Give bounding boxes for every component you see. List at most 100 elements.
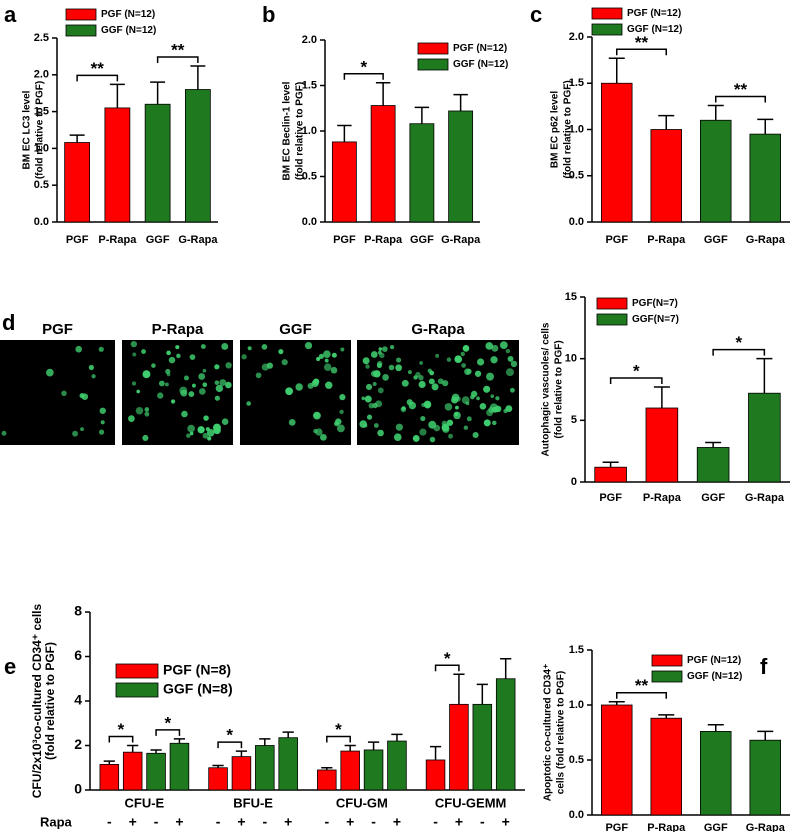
cell-dot — [365, 364, 370, 369]
cell-dot — [157, 392, 164, 399]
cell-dot — [461, 363, 467, 368]
cell-dot — [494, 405, 502, 413]
cell-dot — [141, 349, 146, 354]
rapa-state: - — [480, 814, 485, 830]
x-tick-label: P-Rapa — [647, 234, 686, 246]
cell-dot — [325, 381, 333, 389]
cell-dot — [377, 387, 384, 394]
significance-bracket — [108, 735, 134, 743]
legend-swatch — [417, 42, 449, 55]
significance-label: ** — [171, 40, 185, 59]
bar — [650, 129, 682, 223]
cell-dot — [175, 345, 180, 350]
image-label: P-Rapa — [152, 321, 204, 338]
y-axis-label: BM EC LC3 level — [22, 90, 33, 169]
bar — [700, 731, 732, 816]
x-tick-label: PGF — [66, 234, 89, 246]
y-tick-label: 2.0 — [302, 34, 317, 46]
cell-dot — [207, 436, 212, 441]
cell-dot — [495, 396, 500, 401]
significance-bracket — [76, 74, 119, 82]
cell-dot — [505, 405, 513, 413]
legend-swatch — [115, 682, 159, 698]
cell-dot — [88, 364, 95, 371]
rapa-state: - — [262, 814, 267, 830]
legend-swatch — [65, 24, 97, 37]
cell-dot — [454, 411, 459, 417]
x-tick-label: G-Rapa — [745, 492, 785, 504]
error-bar — [453, 93, 468, 111]
cell-dot — [376, 362, 383, 369]
cell-dot — [476, 396, 480, 401]
cell-dot — [428, 420, 437, 429]
cell-dot — [81, 393, 89, 400]
bar — [169, 742, 190, 791]
error-bar — [190, 65, 206, 90]
error-bar — [658, 114, 675, 130]
cell-dot — [278, 349, 284, 355]
cell-dot — [214, 380, 220, 385]
error-bar — [259, 738, 271, 746]
cell-dot — [206, 428, 215, 437]
error-bar — [391, 733, 403, 742]
image-label: G-Rapa — [411, 321, 465, 338]
cell-dot — [435, 353, 440, 358]
cell-dot — [485, 342, 494, 350]
cell-dot — [461, 396, 470, 405]
cell-dot — [225, 362, 232, 369]
significance-label: * — [735, 333, 742, 352]
cell-dot — [359, 420, 368, 428]
cell-dot — [144, 407, 150, 412]
cell-dot — [490, 356, 498, 364]
bar — [340, 750, 360, 791]
cell-dot — [499, 341, 508, 349]
cell-dot — [460, 351, 465, 357]
y-axis-label: CFU/2x10³co-cultured CD34⁺ cells — [30, 603, 44, 798]
y-tick-label: 0.5 — [569, 170, 584, 182]
rapa-state: - — [216, 814, 221, 830]
significance-bracket — [155, 729, 181, 736]
significance-label: * — [164, 713, 171, 732]
bar — [449, 703, 469, 791]
bar — [409, 123, 435, 223]
legend-swatch — [596, 313, 628, 326]
error-bar — [321, 767, 333, 770]
cell-dot — [474, 370, 482, 377]
significance-label: * — [633, 362, 640, 381]
cell-dot — [132, 352, 137, 357]
cell-dot — [170, 399, 176, 404]
cell-dot — [188, 391, 195, 397]
cell-dot — [428, 378, 435, 385]
cell-dot — [136, 389, 140, 394]
bar — [370, 105, 396, 223]
bar — [317, 769, 337, 791]
bar — [104, 107, 131, 223]
cell-dot — [1, 430, 7, 436]
cell-dot — [476, 358, 485, 366]
error-bar — [127, 744, 139, 753]
cell-dot — [505, 348, 511, 354]
bar — [594, 466, 627, 483]
rapa-state: + — [284, 814, 292, 830]
bar — [601, 704, 633, 816]
bar — [387, 740, 407, 791]
cell-dot — [323, 363, 332, 372]
y-axis-label: BM EC Beclin-1 level — [282, 81, 293, 180]
legend-label: PGF (N=12) — [453, 43, 507, 54]
cell-dot — [320, 433, 327, 441]
cell-dot — [419, 361, 423, 365]
rapa-state: - — [433, 814, 438, 830]
bar — [748, 392, 781, 483]
cell-dot — [339, 394, 346, 401]
cell-dot — [423, 400, 432, 409]
cell-dot — [151, 363, 156, 368]
cell-dot — [324, 358, 329, 363]
legend-swatch — [651, 670, 683, 683]
error-bar — [653, 386, 670, 408]
cell-dot — [100, 420, 105, 425]
cell-dot — [340, 347, 345, 352]
y-axis-label: Autophagic vascuoles/ cells — [541, 322, 552, 456]
cell-dot — [448, 433, 454, 439]
error-bar — [757, 730, 774, 741]
error-bar — [756, 357, 773, 394]
